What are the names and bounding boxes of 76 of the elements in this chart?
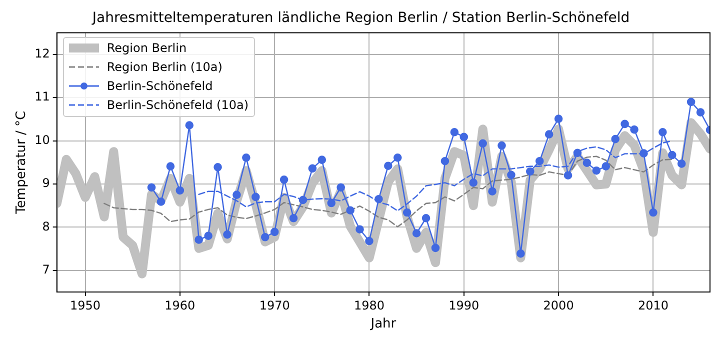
point bbox=[260, 232, 270, 242]
point bbox=[554, 114, 563, 123]
point bbox=[289, 214, 298, 222]
point bbox=[346, 206, 354, 214]
point bbox=[308, 164, 317, 173]
point bbox=[412, 229, 421, 238]
point bbox=[270, 228, 279, 236]
point bbox=[564, 171, 572, 180]
point bbox=[686, 98, 696, 106]
x-tick-label: 1970 bbox=[259, 298, 290, 312]
point bbox=[498, 141, 506, 150]
y-tick-label: 12 bbox=[34, 46, 50, 61]
point bbox=[156, 198, 166, 206]
point bbox=[440, 156, 450, 166]
point bbox=[611, 134, 620, 144]
point bbox=[356, 225, 364, 234]
point bbox=[194, 236, 204, 244]
point bbox=[422, 214, 430, 222]
x-axis-title: Jahr bbox=[370, 316, 397, 332]
y-axis-title: Temperatur / °C bbox=[14, 110, 30, 215]
point bbox=[526, 167, 534, 176]
point bbox=[602, 162, 610, 170]
point bbox=[668, 150, 676, 160]
y-tick-label: 11 bbox=[34, 90, 50, 104]
point bbox=[516, 249, 525, 258]
point bbox=[402, 208, 412, 217]
point bbox=[696, 108, 705, 116]
point bbox=[214, 163, 222, 172]
point bbox=[252, 192, 260, 202]
point bbox=[649, 208, 658, 217]
point bbox=[280, 176, 288, 184]
point bbox=[176, 186, 184, 195]
point bbox=[232, 190, 241, 199]
y-tick-label: 9 bbox=[42, 176, 50, 190]
x-tick-label: 2000 bbox=[543, 298, 574, 312]
point bbox=[431, 244, 440, 252]
point bbox=[318, 156, 326, 164]
point bbox=[223, 230, 232, 239]
y-tick-label: 7 bbox=[42, 262, 50, 277]
point bbox=[242, 154, 250, 162]
point bbox=[336, 183, 345, 192]
legend-label: Berlin-Schönefeld bbox=[106, 78, 213, 95]
x-tick-label: 2010 bbox=[638, 298, 668, 312]
point bbox=[365, 236, 374, 246]
point bbox=[478, 139, 487, 148]
point bbox=[393, 154, 402, 162]
point bbox=[488, 187, 496, 196]
point bbox=[469, 178, 478, 187]
point bbox=[582, 158, 592, 167]
point bbox=[592, 166, 601, 175]
point bbox=[544, 130, 554, 138]
legend-label: Berlin-Schönefeld (10a) bbox=[106, 96, 249, 114]
point bbox=[204, 232, 212, 240]
point bbox=[677, 160, 686, 168]
point bbox=[327, 198, 336, 208]
point bbox=[535, 156, 544, 166]
x-tick-label: 1960 bbox=[164, 298, 196, 312]
point bbox=[450, 128, 459, 136]
y-tick-label: 10 bbox=[34, 132, 50, 147]
x-tick-label: 1950 bbox=[70, 298, 101, 312]
point bbox=[630, 125, 638, 134]
legend-label: Region Berlin (10a) bbox=[106, 58, 222, 76]
point bbox=[620, 120, 629, 128]
chart-title: Jahresmitteltemperaturen ländliche Region Berlin / Station Berlin-Schönefeld bbox=[91, 10, 630, 26]
point bbox=[147, 183, 156, 192]
point bbox=[460, 132, 468, 142]
y-tick-label: 8 bbox=[42, 219, 50, 234]
x-tick-label: 1980 bbox=[354, 298, 385, 312]
point bbox=[185, 121, 194, 130]
legend-label: Region Berlin bbox=[106, 40, 187, 57]
x-tick-label: 1990 bbox=[448, 298, 480, 312]
point bbox=[384, 162, 392, 170]
point bbox=[658, 128, 667, 136]
line-series bbox=[198, 140, 673, 212]
point bbox=[166, 162, 175, 170]
point bbox=[507, 170, 516, 180]
